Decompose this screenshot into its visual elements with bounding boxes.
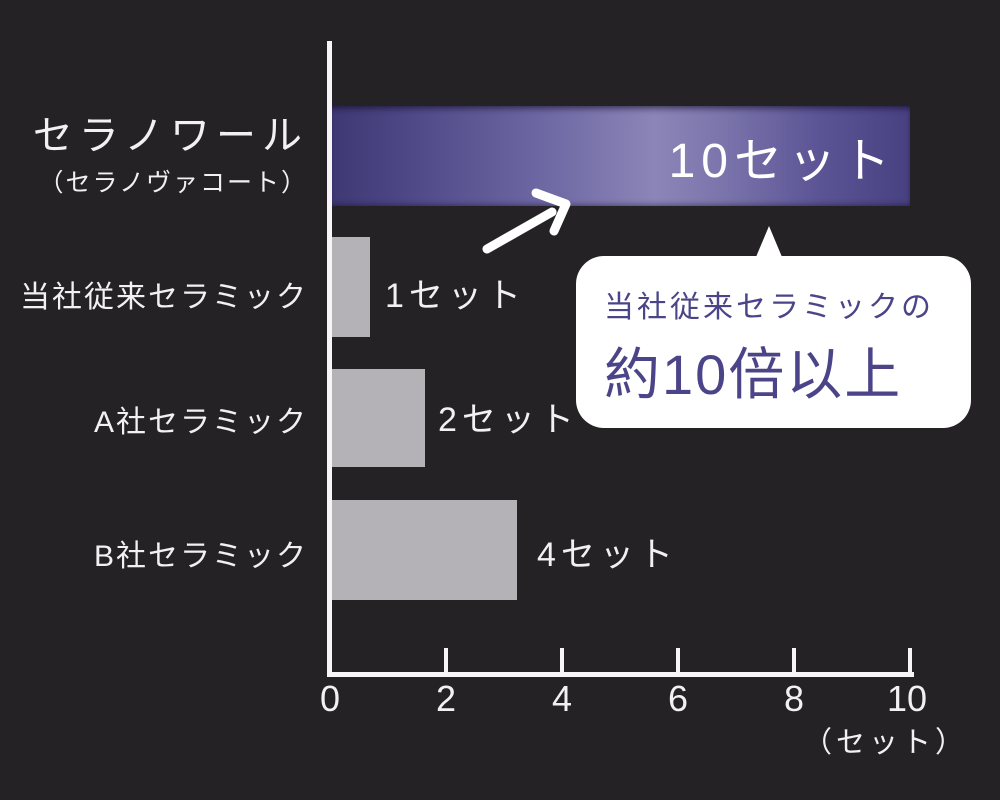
value-label-company-a-ceramic: 2セット: [438, 401, 579, 439]
callout-line1: 当社従来セラミックの: [604, 291, 934, 324]
x-tick-label-8: 8: [783, 678, 805, 719]
x-axis-unit-label: （セット）: [802, 727, 968, 759]
x-tick-label-0: 0: [319, 678, 341, 719]
callout-bubble: 当社従来セラミックの 約10倍以上: [576, 226, 971, 428]
bar-company-b-ceramic: [330, 500, 517, 600]
category-label-company-b-ceramic: B社セラミック: [93, 540, 308, 573]
x-tick-label-10: 10: [886, 678, 928, 719]
value-label-ceranoir: 10セット: [668, 135, 896, 188]
category-label-ceranoir: セラノワール: [32, 114, 308, 158]
bar-ceranoir: 10セット: [330, 106, 910, 206]
callout-tail: [756, 226, 782, 257]
y-axis-line: [327, 41, 332, 677]
x-tick-label-6: 6: [667, 678, 689, 719]
x-tick-label-2: 2: [435, 678, 457, 719]
x-axis-line: [327, 672, 914, 677]
category-sublabel-ceranoir: （セラノヴァコート）: [38, 169, 308, 197]
x-tick-label-4: 4: [551, 678, 573, 719]
x-axis-tick-6: [676, 648, 680, 672]
value-label-conventional-ceramic: 1セット: [385, 277, 526, 315]
x-axis-tick-10: [908, 648, 912, 672]
x-axis-tick-8: [792, 648, 796, 672]
value-label-company-b-ceramic: 4セット: [537, 536, 678, 574]
bar-company-a-ceramic: [330, 369, 425, 467]
category-label-conventional-ceramic: 当社従来セラミック: [20, 281, 308, 314]
category-label-company-a-ceramic: A社セラミック: [93, 406, 308, 439]
x-axis-tick-4: [560, 648, 564, 672]
x-axis-tick-2: [444, 648, 448, 672]
bar-conventional-ceramic: [330, 237, 370, 337]
callout-line2: 約10倍以上: [604, 343, 903, 406]
